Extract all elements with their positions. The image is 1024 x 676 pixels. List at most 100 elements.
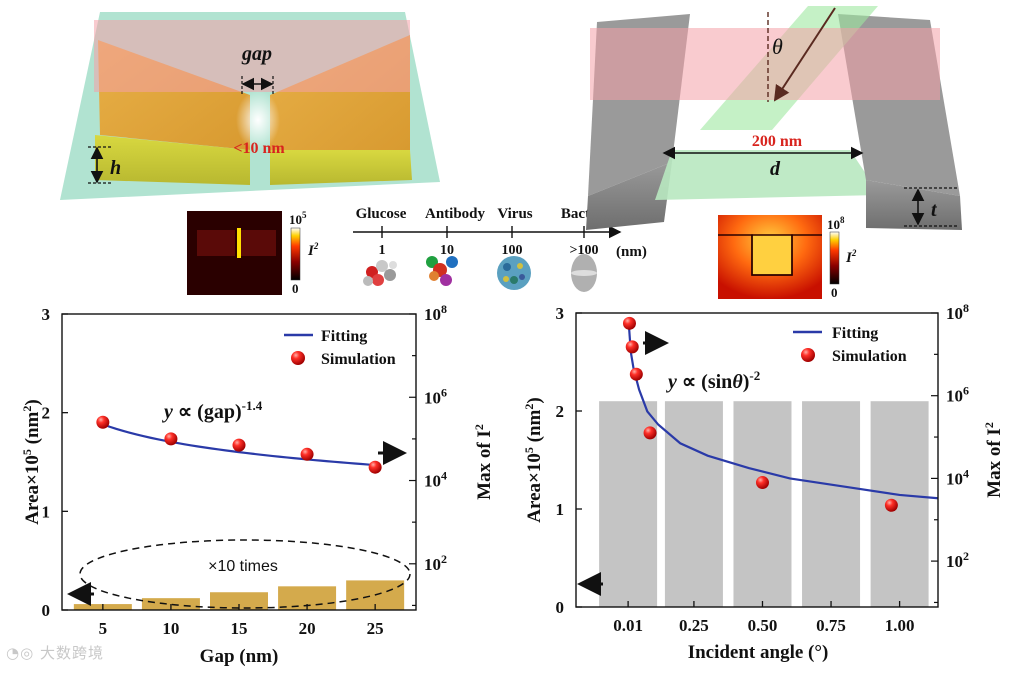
watermark-text: 大数跨境 [39,644,104,662]
svg-text:y ∝ (sinθ)-2: y ∝ (sinθ)-2 [666,368,760,393]
gap-chart-fitting-line [102,423,376,467]
colorbar-left-top-exp: 5 [302,210,307,220]
gap-chart-ylabel-exp: 5 [20,449,34,455]
angle-chart-ylabel-unit-exp: 2 [522,404,536,410]
gap-chart-simulation-point [232,438,246,452]
colorbar-right-top-exp: 8 [840,215,845,225]
antibody-icon [426,256,458,286]
angle-chart-y-tick-label: 0 [556,598,565,617]
scale-item-name-glucose: Glucose [356,206,407,222]
scale-item-size-glucose: 1 [379,243,386,258]
gap-chart-x-tick-label: 25 [367,619,384,638]
gap-chart-equation: ∝ (gap) [173,401,242,423]
field-map-left: 105 0 I2 [187,210,319,296]
angle-chart-legend-simulation-swatch [801,348,815,362]
svg-text:Max of I2: Max of I2 [982,422,1005,498]
gap-chart-y2-tick-label: 102 [424,552,447,574]
gap-chart-y-tick-label: 3 [42,305,51,324]
gap-chart-y-tick-label: 1 [42,502,51,521]
gap-chart-xlabel: Gap (nm) [200,646,279,667]
angle-chart-equation-close: ) [743,371,750,393]
gap-chart-ylabel-unit-exp: 2 [20,406,34,412]
colorbar-right [829,231,840,285]
gap-chart-legend: Fitting Simulation [284,328,396,368]
gap-chart-x-tick-label: 15 [231,619,248,638]
svg-text:Max of I2: Max of I2 [472,424,495,500]
svg-text:y ∝ (gap)-1.4: y ∝ (gap)-1.4 [162,398,263,423]
gap-chart-ylabel-unit: (nm [22,411,43,449]
angle-chart-y-tick-label: 2 [556,402,565,421]
gap-chart-equation-lhs: y [162,401,173,423]
width-value: 200 nm [752,133,803,150]
gap-chart-y-tick-label: 0 [42,601,51,620]
angle-chart-y-tick-label: 3 [556,304,565,323]
angle-chart-simulation-point [625,340,639,354]
angle-chart-bar [802,401,861,607]
angle-chart: 0.01 0.25 0.50 0.75 1.00 0 1 2 3 102 104 106 108 Are… [522,301,1005,663]
angle-chart-x-tick-label: 0.50 [748,616,778,635]
gap-chart-y2-tick-label: 106 [424,385,447,407]
gap-chart-simulation-point [368,460,382,474]
svg-text:105: 105 [289,210,307,227]
colorbar-right-symbol-exp: 2 [851,248,857,258]
bowtie-illustration: gap <10 nm h [60,12,440,200]
bowtie-right-face [270,150,412,185]
gap-chart-bar [210,592,268,610]
scale-item-name-antibody: Antibody [425,206,486,222]
gap-chart-ylabel-close: ) [22,399,43,405]
angle-chart-ylabel: Area×10 [524,453,545,523]
glucose-icon [363,260,397,286]
angle-chart-legend-simulation: Simulation [832,348,907,365]
angle-chart-xlabel: Incident angle (°) [688,642,829,663]
gap-chart-y2label-exp: 2 [472,424,486,430]
angle-chart-y2label: Max of I [984,428,1005,498]
gap-glow [236,90,280,150]
angle-chart-legend: Fitting Simulation [793,325,907,365]
bacteria-icon [571,254,597,292]
angle-chart-simulation-point [622,316,636,330]
incident-arrow [773,7,836,102]
gap-chart-simulation-point [164,432,178,446]
angle-chart-y2-tick-label: 106 [946,384,969,406]
angle-chart-y2-tick-label: 108 [946,301,969,323]
angle-chart-frame [575,312,939,608]
height-label: h [110,157,121,179]
gap-chart-x-tick-label: 20 [299,619,316,638]
colorbar-right-symbol: I [845,250,853,266]
angle-chart-x-tick-label: 0.75 [816,616,846,635]
gap-chart-legend-fitting: Fitting [321,328,367,345]
gap-size-label: <10 nm [233,140,285,157]
angle-chart-x-tick-label: 1.00 [885,616,915,635]
gap-chart-y2-tick-label: 108 [424,302,447,324]
scale-item-size-bacteria: >100 [570,243,599,258]
bowtie-left-face [95,135,250,185]
trench-left-wall-face [586,162,672,230]
gap-chart-legend-simulation-swatch [291,351,305,365]
watermark-logo-icon: ◔◎ [6,644,40,662]
angle-chart-ylabel-unit: (nm [524,409,545,447]
angle-chart-y2-tick-label: 104 [946,466,969,488]
angle-chart-equation: ∝ (sin [677,371,732,393]
trench-illustration: θ 200 nm d t [586,6,962,230]
gap-chart-ylabel: Area×10 [22,455,43,525]
colorbar-right-top: 10 [827,217,840,232]
gap-chart-x-tick-label: 5 [99,619,108,638]
gap-chart-legend-simulation: Simulation [321,351,396,368]
angle-chart-ylabel-close: ) [524,397,545,403]
gap-chart-ellipse [79,539,411,609]
angle-chart-x-tick-label: 0.01 [613,616,643,635]
angle-chart-marks: 0.01 0.25 0.50 0.75 1.00 0 1 2 3 102 104 106 108 [556,301,970,635]
angle-chart-y2-tick-label: 102 [946,549,969,571]
colorbar-left-top: 10 [289,212,302,227]
gap-chart-simulation-point [96,415,110,429]
angle-chart-equation-theta: θ [732,371,743,393]
gap-chart-simulation-point [300,447,314,461]
width-label: d [770,158,781,180]
angle-chart-simulation-point [884,498,898,512]
angle-chart-equation-exp: -2 [749,368,760,383]
angle-chart-x-tick-label: 0.25 [679,616,709,635]
colorbar-right-bottom: 0 [831,285,838,300]
gap-chart-y-tick-label: 2 [42,404,51,423]
angle-chart-y2label-exp: 2 [982,422,996,428]
